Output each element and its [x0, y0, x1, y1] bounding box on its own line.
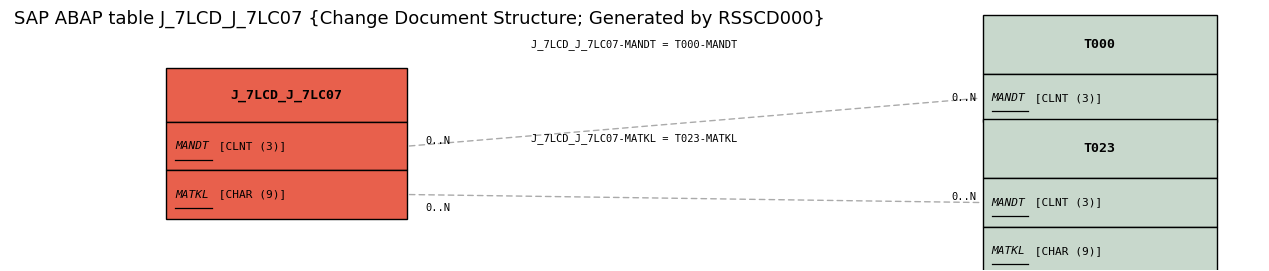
Text: T000: T000 [1084, 38, 1115, 51]
Text: [CLNT (3)]: [CLNT (3)] [1028, 198, 1103, 208]
Text: [CHAR (9)]: [CHAR (9)] [212, 189, 286, 199]
Text: 0..N: 0..N [952, 93, 976, 103]
Text: J_7LCD_J_7LC07-MATKL = T023-MATKL: J_7LCD_J_7LC07-MATKL = T023-MATKL [532, 133, 737, 144]
Text: 0..N: 0..N [425, 136, 450, 146]
Bar [166, 122, 406, 170]
Bar [982, 74, 1217, 122]
Text: [CLNT (3)]: [CLNT (3)] [1028, 93, 1103, 103]
Text: [CLNT (3)]: [CLNT (3)] [212, 141, 286, 151]
Bar [982, 120, 1217, 178]
Text: MATKL: MATKL [175, 189, 208, 199]
Text: 0..N: 0..N [952, 192, 976, 202]
Bar [166, 170, 406, 219]
Bar [166, 69, 406, 122]
Text: SAP ABAP table J_7LCD_J_7LC07 {Change Document Structure; Generated by RSSCD000}: SAP ABAP table J_7LCD_J_7LC07 {Change Do… [14, 9, 825, 28]
Text: T023: T023 [1084, 143, 1115, 155]
Text: MANDT: MANDT [991, 93, 1025, 103]
Text: 0..N: 0..N [425, 203, 450, 213]
Bar [982, 227, 1217, 271]
Text: MATKL: MATKL [991, 246, 1025, 256]
Text: MANDT: MANDT [991, 198, 1025, 208]
Bar [982, 15, 1217, 74]
Text: J_7LCD_J_7LC07-MANDT = T000-MANDT: J_7LCD_J_7LC07-MANDT = T000-MANDT [532, 39, 737, 50]
Text: J_7LCD_J_7LC07: J_7LCD_J_7LC07 [230, 89, 343, 102]
Bar [982, 178, 1217, 227]
Text: MANDT: MANDT [175, 141, 208, 151]
Text: [CHAR (9)]: [CHAR (9)] [1028, 246, 1103, 256]
